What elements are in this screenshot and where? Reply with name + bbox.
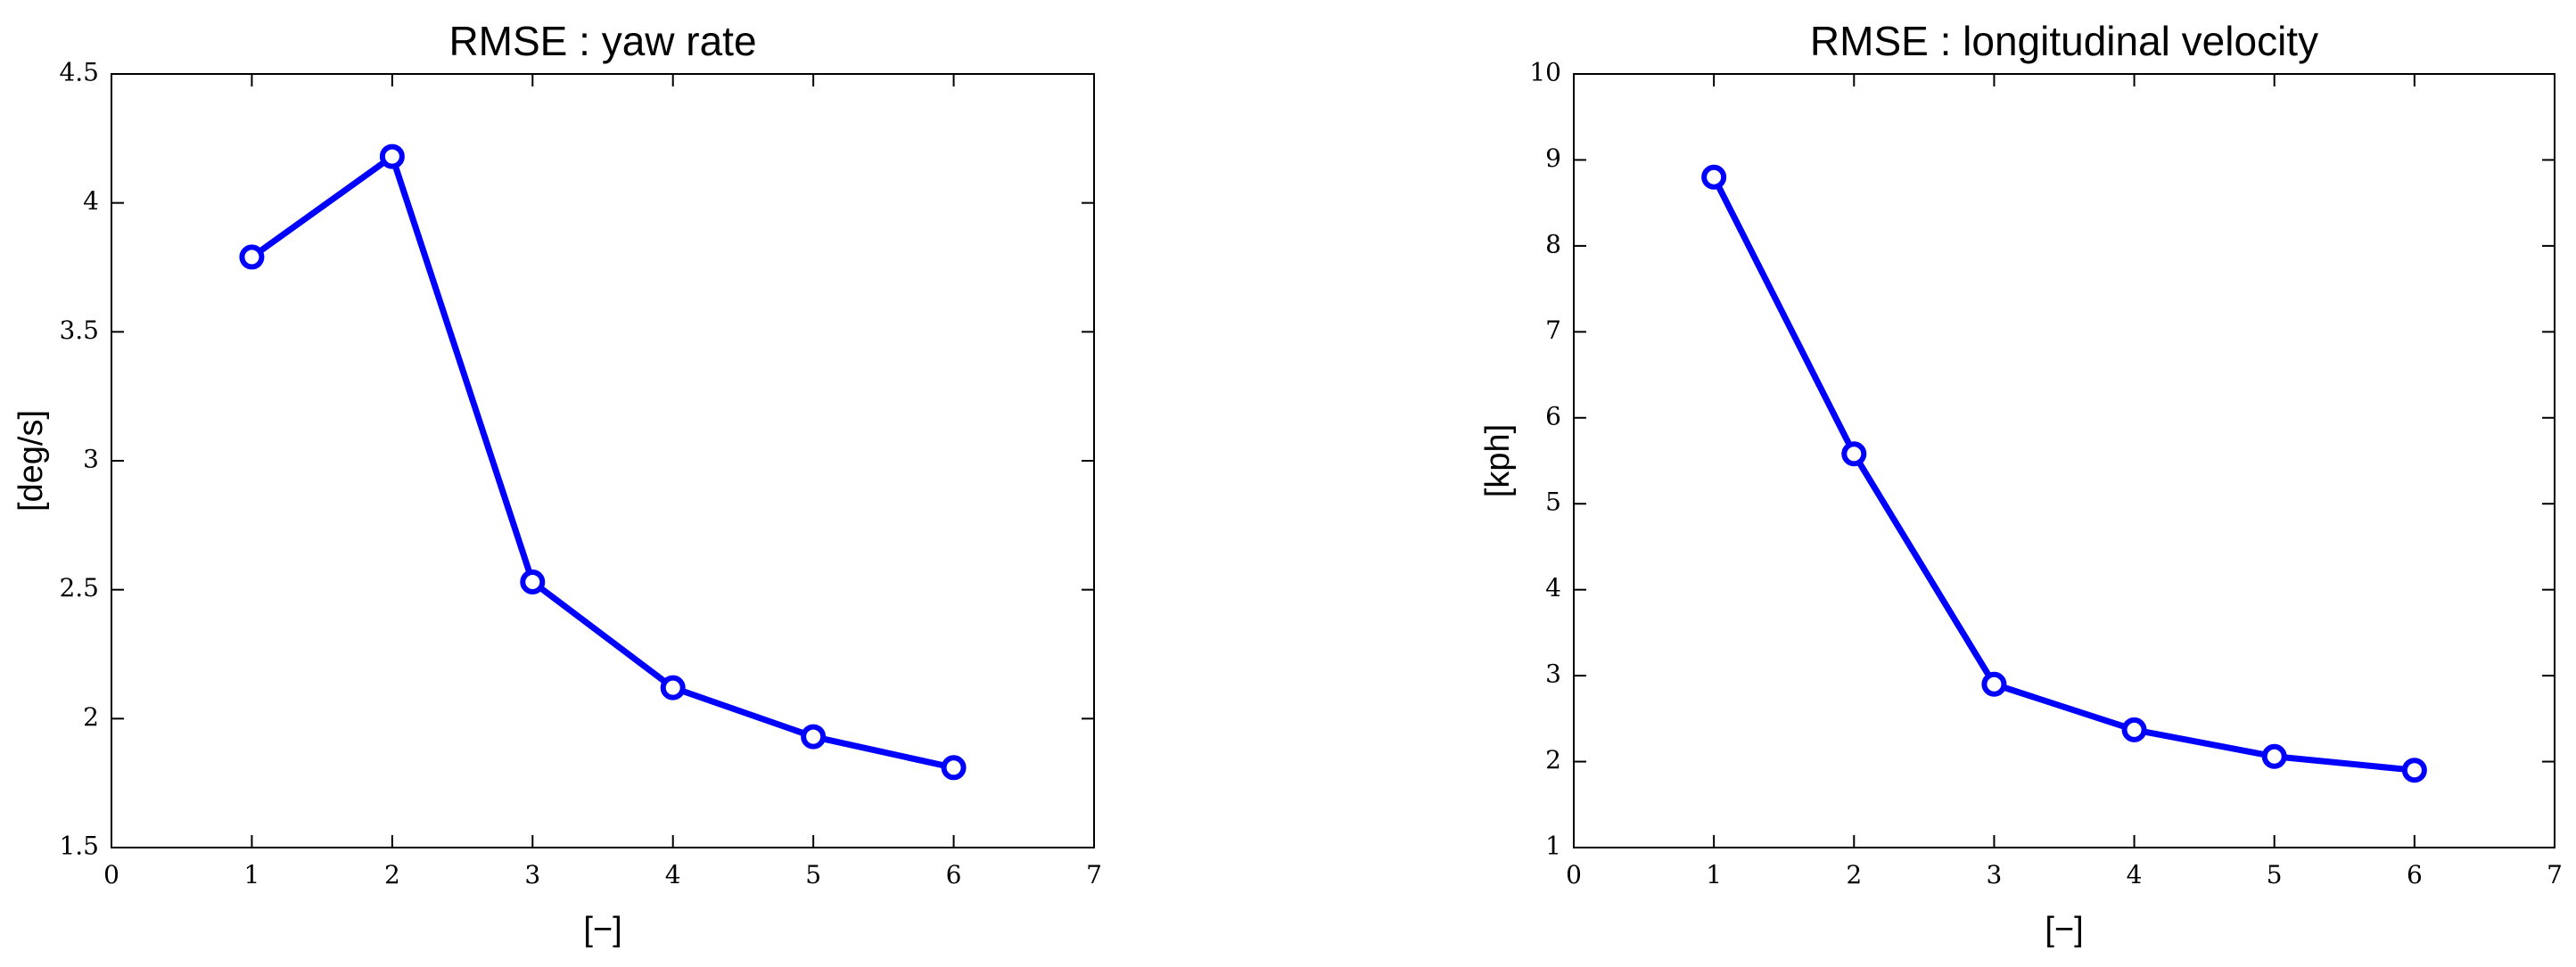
chart-title: RMSE : longitudinal velocity: [1810, 18, 2318, 64]
x-tick-label: 3: [1987, 860, 2003, 889]
y-axis-label: [deg/s]: [12, 410, 50, 512]
x-tick-label: 2: [384, 860, 400, 889]
data-point: [2401, 758, 2427, 783]
y-tick-label: 5: [1545, 488, 1561, 517]
x-tick-label: 6: [946, 860, 962, 889]
data-point: [1701, 164, 1727, 190]
data-line: [1711, 176, 2416, 774]
y-tick-label: 2: [1545, 745, 1561, 774]
y-tick-label: 3.5: [59, 316, 99, 345]
x-tick-label: 3: [524, 860, 540, 889]
x-tick-label: 4: [665, 860, 681, 889]
x-tick-label: 7: [1086, 860, 1102, 889]
data-point: [660, 675, 686, 701]
data-point: [801, 724, 827, 750]
y-tick-label: 3: [1545, 660, 1561, 689]
plot-area: [111, 73, 1095, 848]
data-point: [520, 569, 546, 594]
x-axis-label: [−]: [2045, 911, 2083, 948]
data-point: [941, 755, 967, 781]
plot-area: [1573, 73, 2555, 848]
x-tick-label: 1: [244, 860, 260, 889]
y-tick-label: 8: [1545, 229, 1561, 258]
y-tick-label: 2.5: [59, 573, 99, 602]
x-tick-label: 0: [1566, 860, 1582, 889]
y-tick-label: 3: [83, 445, 99, 474]
y-axis-label: [kph]: [1479, 424, 1517, 497]
data-point: [239, 244, 265, 270]
y-tick-label: 4.5: [59, 58, 99, 87]
x-tick-label: 2: [1846, 860, 1862, 889]
x-tick-label: 7: [2547, 860, 2563, 889]
data-point: [379, 143, 405, 169]
y-tick-label: 4: [1545, 573, 1561, 602]
y-tick-label: 1.5: [59, 832, 99, 861]
chart-title: RMSE : yaw rate: [449, 18, 756, 64]
x-tick-label: 1: [1706, 860, 1722, 889]
x-tick-label: 0: [103, 860, 119, 889]
data-point: [1841, 441, 1867, 467]
data-point: [1981, 671, 2007, 697]
x-tick-label: 4: [2127, 860, 2143, 889]
y-tick-label: 7: [1545, 316, 1561, 345]
data-line: [250, 153, 955, 771]
y-tick-label: 2: [83, 702, 99, 732]
y-tick-label: 9: [1545, 143, 1561, 173]
data-point: [2261, 743, 2287, 769]
x-axis-label: [−]: [583, 911, 621, 948]
y-tick-label: 1: [1545, 832, 1561, 861]
y-tick-label: 4: [83, 186, 99, 216]
y-tick-label: 10: [1529, 58, 1561, 87]
data-point: [2121, 717, 2147, 742]
x-tick-label: 6: [2407, 860, 2423, 889]
x-tick-label: 5: [805, 860, 821, 889]
x-tick-label: 5: [2267, 860, 2283, 889]
y-tick-label: 6: [1545, 401, 1561, 430]
